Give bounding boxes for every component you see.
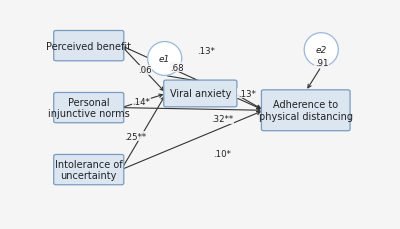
Text: .14*: .14*: [132, 98, 150, 107]
Text: Adherence to
physical distancing: Adherence to physical distancing: [259, 100, 353, 122]
Text: .25**: .25**: [124, 132, 146, 141]
Text: .13*: .13*: [238, 89, 256, 98]
Text: Perceived benefit: Perceived benefit: [46, 41, 131, 52]
FancyBboxPatch shape: [262, 90, 350, 131]
Text: Intolerance of
uncertainty: Intolerance of uncertainty: [55, 159, 122, 181]
Ellipse shape: [304, 33, 338, 67]
FancyBboxPatch shape: [54, 31, 124, 62]
Text: .06: .06: [138, 66, 151, 75]
Text: Personal
injunctive norms: Personal injunctive norms: [48, 97, 130, 119]
Text: .91: .91: [315, 59, 328, 68]
FancyBboxPatch shape: [54, 155, 124, 185]
FancyBboxPatch shape: [164, 81, 237, 107]
Text: .68: .68: [170, 64, 184, 73]
Text: .10*: .10*: [213, 149, 231, 158]
FancyBboxPatch shape: [54, 93, 124, 123]
Text: Viral anxiety: Viral anxiety: [170, 89, 231, 99]
Text: e1: e1: [159, 55, 170, 64]
Text: e2: e2: [316, 46, 327, 55]
Ellipse shape: [148, 42, 182, 76]
Text: .32**: .32**: [211, 115, 233, 124]
Text: .13*: .13*: [198, 47, 216, 56]
